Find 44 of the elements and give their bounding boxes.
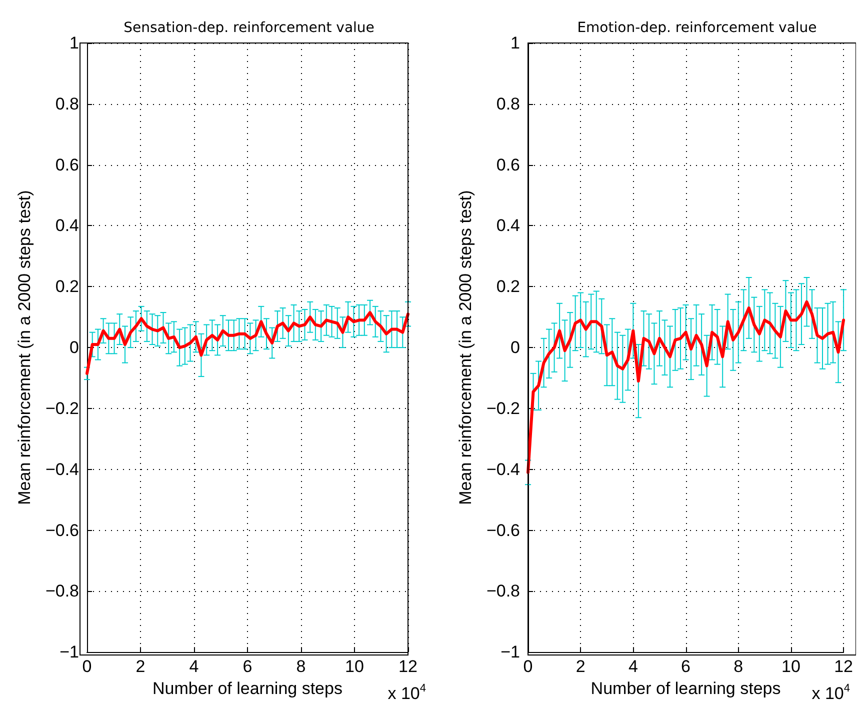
chart-title: Emotion-dep. reinforcement value: [577, 20, 817, 36]
y-tick-label: −0.6: [45, 520, 79, 540]
x-tick-label: 2: [136, 657, 146, 676]
y-axis-title: Mean reinforcement (in a 2000 steps test): [456, 190, 475, 505]
x-tick-label: 8: [734, 657, 744, 676]
y-tick-label: 0.4: [496, 216, 520, 236]
x-tick-label: 6: [681, 657, 691, 676]
line-series: [526, 300, 846, 474]
y-tick-label: 0.2: [496, 277, 520, 296]
x-tick-label: 0: [82, 657, 92, 676]
y-tick-label: −0.4: [486, 460, 520, 479]
y-tick-label: 0.8: [55, 94, 79, 114]
y-tick-label: −0.2: [45, 398, 79, 418]
line-series: [86, 311, 410, 375]
x-tick-label: 8: [296, 657, 306, 676]
y-tick-label: 0: [70, 338, 79, 358]
y-tick-label: 0.4: [55, 216, 79, 236]
x-axis-title: Number of learning steps: [152, 679, 342, 698]
x-axis-title: Number of learning steps: [590, 679, 781, 698]
y-tick-label: −0.8: [486, 582, 520, 601]
y-tick-label: 0.6: [55, 155, 79, 174]
y-tick-label: −0.6: [486, 520, 520, 540]
x-tick-label: 10: [345, 657, 364, 676]
y-tick-label: 0.2: [55, 277, 79, 296]
y-tick-label: −0.4: [45, 460, 79, 479]
y-tick-label: 0.8: [496, 94, 520, 114]
x-tick-label: 12: [398, 657, 418, 676]
x-tick-label: 4: [628, 657, 638, 676]
x-tick-label: 2: [576, 657, 586, 676]
y-tick-label: 1: [70, 34, 79, 52]
y-tick-label: 0.6: [496, 155, 520, 174]
x-tick-label: 10: [781, 657, 800, 676]
y-tick-label: −1: [500, 642, 520, 662]
chart-title: Sensation-dep. reinforcement value: [124, 20, 374, 36]
y-tick-label: 0: [510, 338, 520, 358]
y-axis-title: Mean reinforcement (in a 2000 steps test): [15, 190, 34, 505]
y-tick-label: −0.8: [45, 582, 79, 601]
x-tick-label: 0: [523, 657, 533, 676]
x-tick-label: 12: [834, 657, 854, 676]
y-tick-label: −1: [60, 642, 79, 662]
x-tick-label: 4: [189, 657, 199, 676]
y-tick-label: 1: [510, 34, 520, 52]
y-tick-label: −0.2: [486, 398, 520, 418]
x-tick-label: 6: [242, 657, 252, 676]
